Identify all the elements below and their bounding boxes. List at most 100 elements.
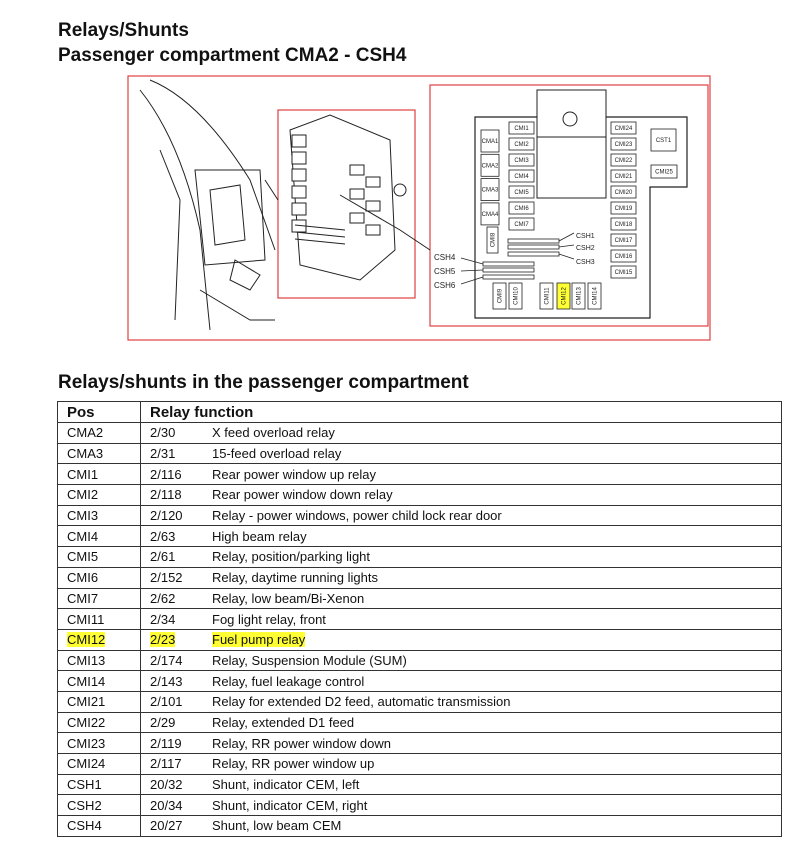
fuse-slot-cmi22 — [610, 153, 637, 167]
cell-fn: Rear power window up relay — [212, 463, 782, 486]
cell-num: 20/27 — [140, 815, 212, 837]
table-row: CMI3 2/120 Relay - power windows, power ch… — [57, 504, 782, 527]
dash-pillar — [139, 89, 211, 331]
fuse-block-sketch — [289, 114, 396, 281]
table-header: Pos Relay function — [57, 401, 782, 423]
table-row: CMI14 2/143 Relay, fuel leakage control — [57, 670, 782, 692]
fuse-slot-cmi6 — [508, 201, 535, 215]
cell-text: 20/27 — [150, 818, 183, 834]
cell-text: Relay, RR power window down — [212, 735, 391, 751]
fuse-label: CMI14 — [593, 287, 599, 305]
cell-text: 2/63 — [150, 528, 176, 544]
fuse-label: CMI15 — [615, 270, 633, 276]
cell-text: 2/23 — [150, 632, 176, 648]
cell-text: CMI12 — [67, 632, 106, 648]
table-row: CMI22 2/29 Relay, extended D1 feed — [57, 711, 782, 734]
cell-fn: Relay, position/parking light — [212, 546, 782, 568]
cell-text: X feed overload relay — [212, 425, 335, 441]
fuse-slot-cmi8 — [486, 226, 499, 254]
table-row: CSH4 20/27 Shunt, low beam CEM — [57, 815, 782, 837]
cell-num: 2/118 — [140, 484, 212, 506]
cell-num: 2/120 — [140, 504, 212, 527]
cell-num: 2/29 — [140, 711, 212, 734]
cell-text: 2/117 — [150, 756, 182, 772]
header-function: Relay function — [140, 401, 782, 423]
fuse-slot-cma1 — [480, 129, 500, 153]
cell-pos: CSH2 — [57, 794, 141, 817]
fuse-slot-cmi18 — [610, 217, 637, 231]
relay-sketch — [365, 176, 381, 188]
cell-num: 2/152 — [140, 566, 212, 589]
table-row: CSH2 20/34 Shunt, indicator CEM, right — [57, 794, 782, 817]
fuse-label: CMI8 — [491, 232, 497, 247]
fuse-label: CMI12 — [562, 287, 568, 305]
table-row: CSH1 20/32 Shunt, indicator CEM, left — [57, 773, 782, 796]
cell-text: 2/61 — [150, 549, 176, 565]
cell-text: Shunt, indicator CEM, right — [212, 797, 368, 813]
fuse-label: CMI1 — [514, 126, 529, 132]
cell-text: CSH2 — [67, 797, 102, 813]
fuse-label: CMA3 — [482, 188, 499, 194]
fuse-slot-cmi10 — [508, 282, 523, 310]
shunt-bar — [507, 238, 560, 244]
fuse-slot-cmi20 — [610, 185, 637, 199]
fuse-slot-cmi2 — [508, 137, 535, 151]
cell-text: CMI24 — [67, 756, 106, 772]
table-row: CMI24 2/117 Relay, RR power window up — [57, 753, 782, 775]
cell-text: Relay for extended D2 feed, automatic tr… — [212, 694, 511, 710]
cell-fn: Relay, daytime running lights — [212, 566, 782, 589]
fuse-label: CMI25 — [655, 170, 673, 176]
cell-pos: CSH4 — [57, 815, 141, 837]
fuse-label: CMI18 — [615, 222, 633, 228]
diagram-frame — [127, 75, 711, 341]
cell-text: 2/62 — [150, 590, 176, 606]
fuse-slot-cmi4 — [508, 169, 535, 183]
cell-text: 2/174 — [150, 652, 183, 668]
cell-text: Relay - power windows, power child lock … — [212, 508, 502, 524]
cell-num: 2/31 — [140, 442, 212, 465]
cell-text: CMI3 — [67, 508, 99, 524]
table-row: CMI4 2/63 High beam relay — [57, 525, 782, 548]
cell-num: 2/63 — [140, 525, 212, 548]
cell-fn: Rear power window down relay — [212, 484, 782, 506]
windscreen-edge — [149, 79, 276, 251]
table-row: CMI13 2/174 Relay, Suspension Module (SUM) — [57, 649, 782, 672]
cell-pos: CMA3 — [57, 442, 141, 465]
cell-text: CMI21 — [67, 694, 106, 710]
cell-pos: CMI13 — [57, 649, 141, 672]
shunt-sketch — [294, 224, 346, 245]
cell-pos: CMI11 — [57, 608, 141, 630]
fuse-label: CMI3 — [514, 158, 529, 164]
table-row: CMI6 2/152 Relay, daytime running lights — [57, 566, 782, 589]
fuse-label: CMA4 — [482, 212, 499, 218]
fuse-slot-cmi24 — [610, 121, 637, 135]
fuse-label: CMI24 — [615, 126, 633, 132]
table-row: CMA3 2/31 15-feed overload relay — [57, 442, 782, 465]
fuse-slot-cmi17 — [610, 233, 637, 247]
fuse-box-frame — [429, 84, 709, 327]
cell-text: Fog light relay, front — [212, 611, 326, 627]
page-subtitle: Passenger compartment CMA2 - CSH4 — [58, 45, 407, 66]
floor-line — [199, 289, 275, 321]
fuse-label: CMI7 — [514, 222, 529, 228]
shunt-label: CSH2 — [576, 245, 595, 252]
cell-fn: 15-feed overload relay — [212, 442, 782, 465]
cell-fn: Relay, low beam/Bi-Xenon — [212, 587, 782, 610]
table-row: CMI7 2/62 Relay, low beam/Bi-Xenon — [57, 587, 782, 610]
fuse-slot-cmi23 — [610, 137, 637, 151]
cell-fn: Relay - power windows, power child lock … — [212, 504, 782, 527]
fuse-label: CMI5 — [514, 190, 529, 196]
shunt-label: CSH4 — [434, 253, 456, 262]
fuse-slot-cma3 — [480, 178, 500, 202]
cell-text: Relay, extended D1 feed — [212, 714, 355, 730]
cell-num: 2/62 — [140, 587, 212, 610]
fuse-slot-cmi25 — [650, 164, 678, 179]
table-row: CMI12 2/23 Fuel pump relay — [57, 628, 782, 651]
fuse-slot-cmi14 — [587, 282, 602, 310]
fuse-slot-cmi9 — [492, 282, 507, 310]
cell-num: 2/101 — [140, 690, 212, 713]
cell-text: 20/34 — [150, 797, 183, 813]
cell-pos: CMI3 — [57, 504, 141, 527]
cell-text: Shunt, indicator CEM, left — [212, 777, 360, 793]
fuse-slot-cmi3 — [508, 153, 535, 167]
